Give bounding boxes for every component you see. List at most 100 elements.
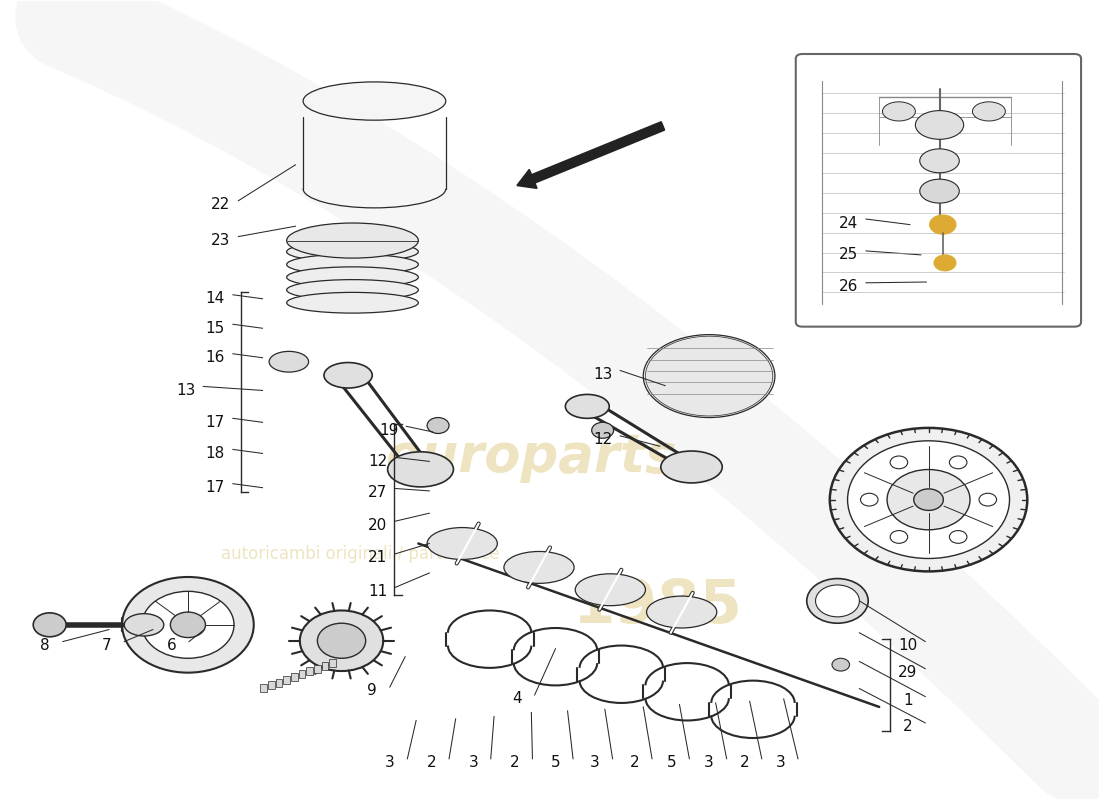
Text: 13: 13 xyxy=(176,383,196,398)
FancyBboxPatch shape xyxy=(795,54,1081,326)
Text: 23: 23 xyxy=(211,233,231,248)
Ellipse shape xyxy=(882,102,915,121)
Ellipse shape xyxy=(815,585,859,617)
Text: 14: 14 xyxy=(206,291,225,306)
Ellipse shape xyxy=(949,456,967,469)
Text: 9: 9 xyxy=(367,683,377,698)
Ellipse shape xyxy=(860,494,878,506)
Text: 20: 20 xyxy=(368,518,387,533)
Text: 3: 3 xyxy=(385,755,395,770)
Ellipse shape xyxy=(287,280,418,300)
Ellipse shape xyxy=(427,418,449,434)
Ellipse shape xyxy=(504,551,574,583)
Ellipse shape xyxy=(829,428,1027,571)
Ellipse shape xyxy=(920,149,959,173)
Ellipse shape xyxy=(270,351,309,372)
Text: 10: 10 xyxy=(898,638,917,653)
Text: 17: 17 xyxy=(206,480,225,495)
Text: 2: 2 xyxy=(629,755,639,770)
Ellipse shape xyxy=(300,610,383,671)
Ellipse shape xyxy=(565,394,609,418)
Ellipse shape xyxy=(33,613,66,637)
Ellipse shape xyxy=(848,441,1010,558)
Ellipse shape xyxy=(887,470,970,530)
Bar xyxy=(322,662,329,670)
Text: 19: 19 xyxy=(379,422,398,438)
Ellipse shape xyxy=(661,451,723,483)
Ellipse shape xyxy=(287,254,418,275)
Bar xyxy=(268,682,275,690)
Text: 7: 7 xyxy=(102,638,111,653)
Text: 3: 3 xyxy=(590,755,600,770)
Text: 16: 16 xyxy=(206,350,225,366)
Ellipse shape xyxy=(644,334,774,418)
Text: 22: 22 xyxy=(211,197,231,212)
Text: 3: 3 xyxy=(704,755,714,770)
Text: autoricambi originali / parts since: autoricambi originali / parts since xyxy=(221,546,499,563)
Text: 8: 8 xyxy=(41,638,51,653)
Text: 5: 5 xyxy=(551,755,560,770)
Bar xyxy=(330,659,336,667)
Ellipse shape xyxy=(832,658,849,671)
Ellipse shape xyxy=(142,591,234,658)
Text: 3: 3 xyxy=(469,755,478,770)
Ellipse shape xyxy=(890,530,908,543)
Bar xyxy=(299,670,306,678)
Ellipse shape xyxy=(915,110,964,139)
Text: 2: 2 xyxy=(903,719,913,734)
Text: 5: 5 xyxy=(667,755,676,770)
Text: 27: 27 xyxy=(368,485,387,500)
Ellipse shape xyxy=(287,292,418,313)
Bar xyxy=(284,676,290,684)
Ellipse shape xyxy=(170,612,206,638)
Ellipse shape xyxy=(427,527,497,559)
Text: 2: 2 xyxy=(427,755,437,770)
Text: europarts: europarts xyxy=(385,430,676,482)
Text: 11: 11 xyxy=(368,584,387,599)
Ellipse shape xyxy=(934,255,956,271)
FancyArrowPatch shape xyxy=(517,122,664,188)
Ellipse shape xyxy=(304,82,446,120)
Ellipse shape xyxy=(592,422,614,438)
Ellipse shape xyxy=(287,223,418,258)
Ellipse shape xyxy=(324,362,372,388)
Ellipse shape xyxy=(972,102,1005,121)
Text: 24: 24 xyxy=(839,215,858,230)
Text: 4: 4 xyxy=(513,691,521,706)
Text: 15: 15 xyxy=(206,321,225,336)
Ellipse shape xyxy=(387,452,453,487)
Text: 26: 26 xyxy=(839,279,858,294)
Ellipse shape xyxy=(318,623,365,658)
Text: 1985: 1985 xyxy=(572,578,741,636)
Ellipse shape xyxy=(806,578,868,623)
Ellipse shape xyxy=(575,574,646,606)
Ellipse shape xyxy=(122,577,254,673)
Ellipse shape xyxy=(287,267,418,287)
Text: 1: 1 xyxy=(903,693,913,708)
Text: 6: 6 xyxy=(166,638,176,653)
Ellipse shape xyxy=(920,179,959,203)
Text: 21: 21 xyxy=(368,550,387,566)
Bar xyxy=(292,673,298,681)
Text: 12: 12 xyxy=(368,454,387,469)
Ellipse shape xyxy=(647,596,717,628)
Text: 12: 12 xyxy=(593,432,613,447)
Ellipse shape xyxy=(949,530,967,543)
Ellipse shape xyxy=(287,242,418,262)
Ellipse shape xyxy=(124,614,164,636)
Bar xyxy=(276,678,283,686)
Text: 18: 18 xyxy=(206,446,225,461)
Text: 2: 2 xyxy=(510,755,519,770)
Ellipse shape xyxy=(979,494,997,506)
Bar xyxy=(307,667,314,675)
Text: 29: 29 xyxy=(898,665,917,680)
Text: 17: 17 xyxy=(206,415,225,430)
Text: 2: 2 xyxy=(739,755,749,770)
Ellipse shape xyxy=(890,456,908,469)
Text: 25: 25 xyxy=(839,247,858,262)
Text: 3: 3 xyxy=(776,755,785,770)
Bar xyxy=(261,684,267,692)
Text: 13: 13 xyxy=(593,367,613,382)
Bar xyxy=(315,665,321,673)
Ellipse shape xyxy=(914,489,944,510)
